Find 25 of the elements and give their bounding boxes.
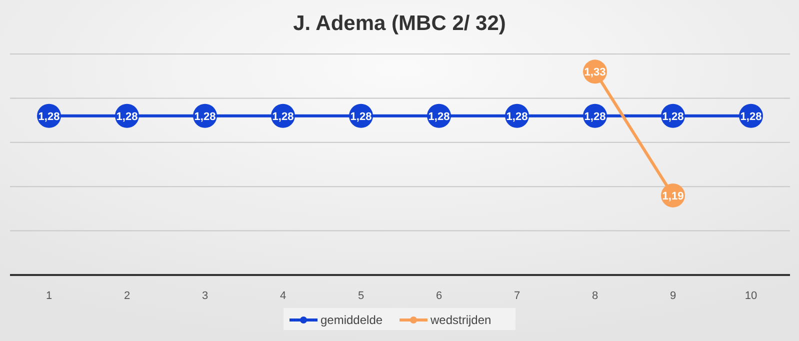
x-tick-label: 3 — [202, 290, 208, 302]
data-label: 1,19 — [662, 190, 684, 202]
x-tick-label: 10 — [744, 290, 758, 302]
data-label: 1,33 — [584, 66, 606, 79]
data-label: 1,28 — [350, 110, 372, 123]
x-tick-label: 5 — [358, 290, 364, 302]
data-label: 1,28 — [740, 110, 762, 123]
x-tick-label: 6 — [436, 290, 442, 302]
legend-label: gemiddelde — [320, 313, 383, 327]
data-label: 1,28 — [272, 110, 294, 123]
x-tick-label: 8 — [592, 290, 598, 302]
x-tick-label: 7 — [514, 290, 520, 302]
data-label: 1,28 — [506, 110, 528, 123]
x-tick-label: 1 — [46, 290, 52, 302]
chart-title: J. Adema (MBC 2/ 32) — [293, 12, 506, 35]
x-tick-label: 2 — [124, 290, 130, 302]
data-label: 1,28 — [194, 110, 216, 123]
x-tick-label: 4 — [280, 290, 286, 302]
x-tick-label: 9 — [670, 290, 676, 302]
data-label: 1,28 — [428, 110, 450, 123]
legend-label: wedstrijden — [430, 313, 492, 327]
data-label: 1,28 — [116, 110, 138, 123]
data-label: 1,28 — [662, 110, 684, 123]
data-label: 1,28 — [38, 110, 60, 123]
data-label: 1,28 — [584, 110, 606, 123]
